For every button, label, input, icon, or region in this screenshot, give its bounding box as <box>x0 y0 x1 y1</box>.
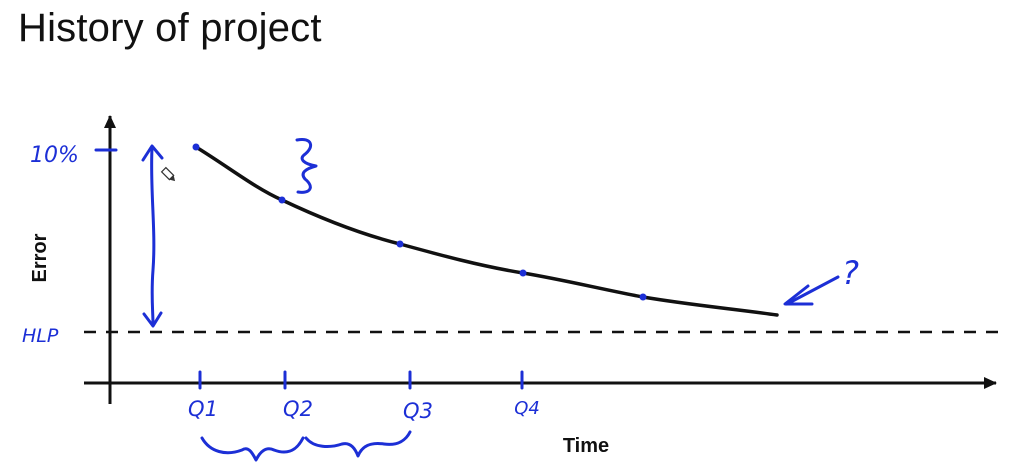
gap-double-arrow <box>150 146 156 326</box>
question-mark-annotation: ? <box>842 254 859 292</box>
data-point <box>519 269 527 277</box>
q2-q3-squiggle <box>304 430 412 458</box>
ten-percent-label: 10% <box>30 143 79 168</box>
tail-pointer-head <box>783 284 814 306</box>
data-point <box>192 143 200 151</box>
brace-mark <box>295 137 318 194</box>
q1-q2-squiggle <box>200 436 305 462</box>
data-point <box>396 240 404 248</box>
slide-title: History of project <box>18 6 322 50</box>
x-axis-label: Time <box>563 435 609 457</box>
data-points <box>192 143 647 301</box>
data-point <box>278 196 286 204</box>
error-curve <box>194 145 779 317</box>
handwritten-annotations <box>94 137 840 462</box>
x-tick-label: Q3 <box>403 399 433 423</box>
x-tick-label: Q4 <box>514 398 540 419</box>
y-axis-label: Error <box>29 233 51 282</box>
x-tick-label: Q1 <box>188 397 218 421</box>
data-point <box>639 293 647 301</box>
hlp-label: HLP <box>22 325 59 347</box>
gap-arrow-bottom-head <box>142 311 163 328</box>
x-tick-label: Q2 <box>283 397 313 421</box>
pencil-cursor-icon <box>160 166 176 182</box>
tail-pointer-arrow <box>785 275 840 306</box>
gap-arrow-top-head <box>141 144 164 162</box>
